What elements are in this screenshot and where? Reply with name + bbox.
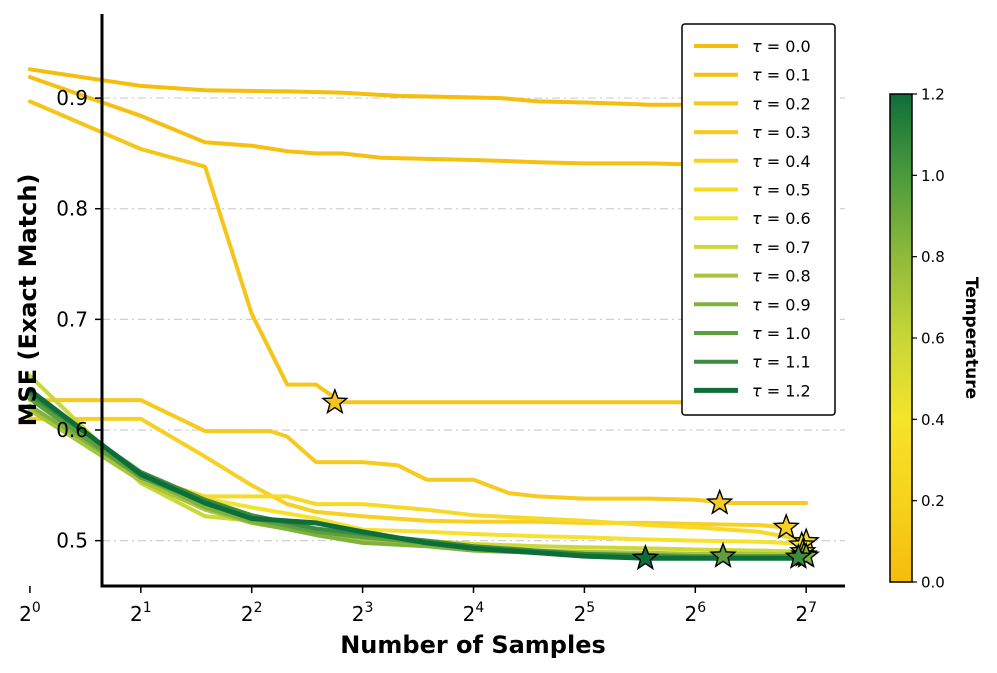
y-tick-label: 0.7	[56, 307, 88, 331]
legend-label: τ = 0.7	[752, 238, 811, 257]
best-point-star-4	[772, 512, 801, 540]
legend-label: τ = 0.5	[752, 181, 811, 200]
colorbar-tick-label: 0.2	[921, 492, 945, 510]
colorbar-tick-label: 0.4	[921, 411, 945, 429]
best-point-star-11	[784, 542, 813, 569]
legend-label: τ = 0.3	[752, 123, 811, 142]
legend-label: τ = 0.6	[752, 209, 811, 228]
x-axis-title: Number of Samples	[340, 631, 606, 659]
colorbar-tick-label: 0.8	[921, 248, 945, 266]
x-tick-label: 27	[795, 600, 817, 626]
best-point-star-12	[631, 543, 660, 571]
series-line-3	[27, 398, 809, 505]
series-line-12	[27, 387, 809, 561]
best-point-star-10	[709, 541, 737, 568]
colorbar-tick-label: 1.2	[921, 86, 945, 104]
legend-label: τ = 0.8	[752, 267, 811, 286]
colorbar-title: Temperature	[961, 277, 981, 399]
best-point-star-2	[321, 387, 349, 415]
y-tick-label: 0.8	[56, 197, 88, 221]
legend-label: τ = 0.0	[752, 37, 811, 56]
colorbar-tick-label: 0.6	[921, 330, 945, 348]
best-point-markers	[321, 90, 820, 571]
y-tick-label: 0.6	[56, 418, 88, 442]
y-tick-label: 0.5	[56, 529, 88, 553]
y-tick-label: 0.9	[56, 86, 88, 110]
legend-label: τ = 0.4	[752, 152, 811, 171]
colorbar-tick-label: 1.0	[921, 167, 945, 185]
colorbar-gradient	[889, 93, 913, 583]
series-lines	[27, 67, 809, 561]
legend-label: τ = 1.1	[752, 353, 811, 372]
legend-box	[681, 23, 836, 416]
series-line-6	[27, 405, 809, 546]
legend-label: τ = 1.2	[752, 381, 811, 400]
legend: τ = 0.0 τ = 0.1 τ = 0.2 τ = 0.3 τ = 0.4 τ = 0…	[681, 23, 836, 416]
y-axis-title: MSE (Exact Match)	[14, 174, 42, 427]
series-line-5	[27, 397, 809, 543]
colorbar: 0.0 0.2 0.4 0.6 0.8 1.0 1.2	[889, 86, 945, 592]
x-tick-label: 24	[463, 600, 485, 626]
legend-label: τ = 1.0	[752, 324, 811, 343]
legend-label: τ = 0.1	[752, 66, 811, 85]
series-line-4	[27, 416, 788, 530]
legend-label: τ = 0.2	[752, 94, 811, 113]
colorbar-tick-label: 0.0	[921, 574, 945, 592]
best-point-star-3	[705, 488, 734, 515]
axes: 20 21 22 23 24 25 26 27 0.5 0.6 0.7 0.8 0.9	[19, 14, 845, 626]
x-tick-label: 23	[352, 600, 374, 626]
x-tick-label: 22	[241, 600, 263, 626]
x-tick-label: 20	[19, 600, 41, 626]
x-tick-label: 26	[684, 600, 706, 626]
x-tick-label: 25	[574, 600, 596, 626]
x-tick-label: 21	[130, 600, 152, 626]
legend-label: τ = 0.9	[752, 295, 811, 314]
